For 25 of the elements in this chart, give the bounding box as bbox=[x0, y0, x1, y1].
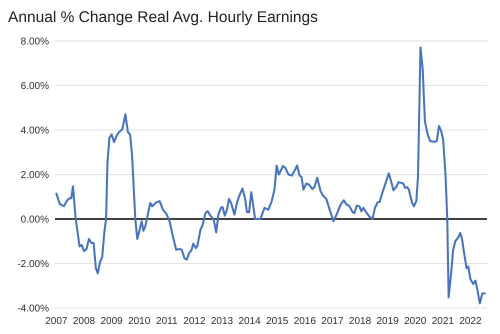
x-tick-label: 2017 bbox=[321, 316, 344, 327]
x-tick-label: 2008 bbox=[72, 316, 96, 327]
x-tick-label: 2016 bbox=[294, 316, 316, 327]
x-tick-label: 2022 bbox=[459, 316, 482, 327]
line-series bbox=[55, 46, 486, 304]
x-tick-label: 2010 bbox=[128, 316, 151, 327]
y-tick-label: 4.00% bbox=[20, 126, 50, 136]
y-tick-label: 8.00% bbox=[20, 36, 50, 48]
y-tick-label: -4.00% bbox=[17, 304, 50, 314]
x-tick-label: 2021 bbox=[432, 316, 454, 327]
x-tick-label: 2014 bbox=[238, 316, 262, 327]
x-tick-label: 2019 bbox=[376, 316, 400, 327]
x-tick-label: 2011 bbox=[156, 316, 178, 327]
y-tick-label: 6.00% bbox=[20, 81, 50, 92]
x-tick-label: 2015 bbox=[266, 316, 289, 327]
y-tick-label: -2.00% bbox=[17, 259, 50, 270]
x-tick-label: 2009 bbox=[100, 316, 124, 327]
x-tick-label: 2012 bbox=[183, 316, 206, 327]
x-tick-label: 2020 bbox=[404, 316, 427, 327]
chart-title: Annual % Change Real Avg. Hourly Earnings bbox=[8, 9, 318, 26]
y-tick-label: 0.00% bbox=[20, 214, 50, 226]
y-tick-label: 2.00% bbox=[20, 170, 50, 181]
x-tick-label: 2018 bbox=[348, 316, 372, 327]
x-tick-label: 2013 bbox=[210, 316, 234, 327]
x-tick-label: 2007 bbox=[45, 316, 68, 327]
